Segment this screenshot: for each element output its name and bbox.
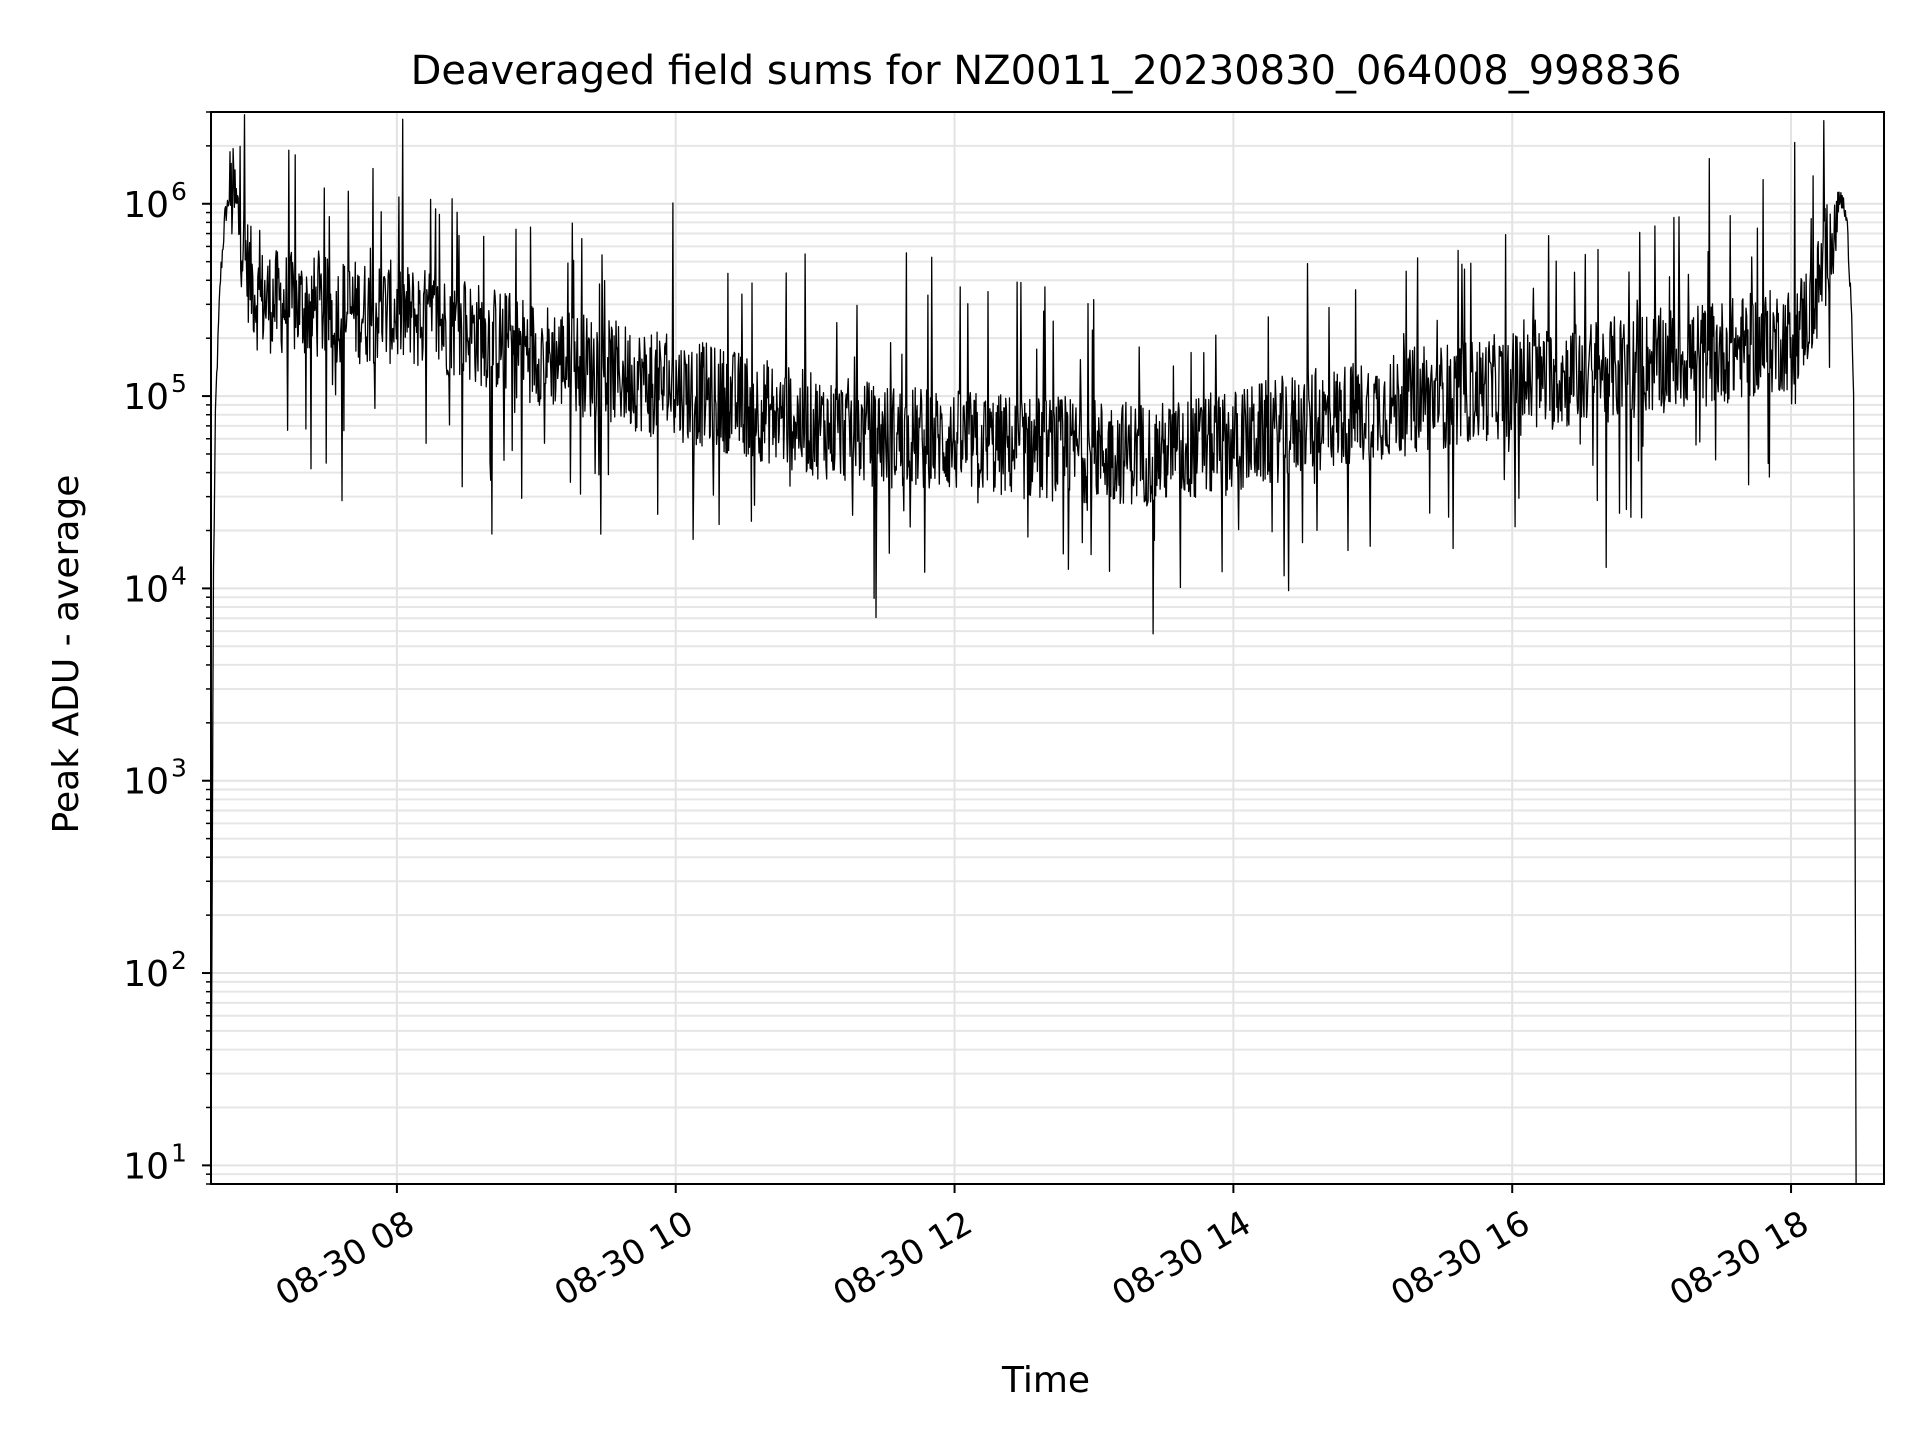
y-tick-exponent: 6 [171,177,187,206]
y-tick-label: 10 [123,1146,169,1187]
plot-frame [210,111,1885,1185]
y-tick-label: 10 [123,569,169,610]
y-tick-exponent: 4 [171,561,187,590]
y-tick-label: 10 [123,185,169,226]
chart-title: Deaveraged field sums for NZ0011_2023083… [411,48,1682,94]
series-line [210,114,1857,1185]
series-layer [210,114,1857,1185]
y-tick-label: 10 [123,377,169,418]
x-axis-label: Time [1001,1360,1090,1401]
y-tick-label: 10 [123,762,169,803]
y-axis-label: Peak ADU - average [46,475,87,834]
y-tick-label: 10 [123,954,169,995]
y-tick-exponent: 2 [171,946,187,975]
y-tick-exponent: 5 [171,369,187,398]
y-tick-exponent: 1 [171,1138,187,1167]
y-tick-exponent: 3 [171,754,187,783]
